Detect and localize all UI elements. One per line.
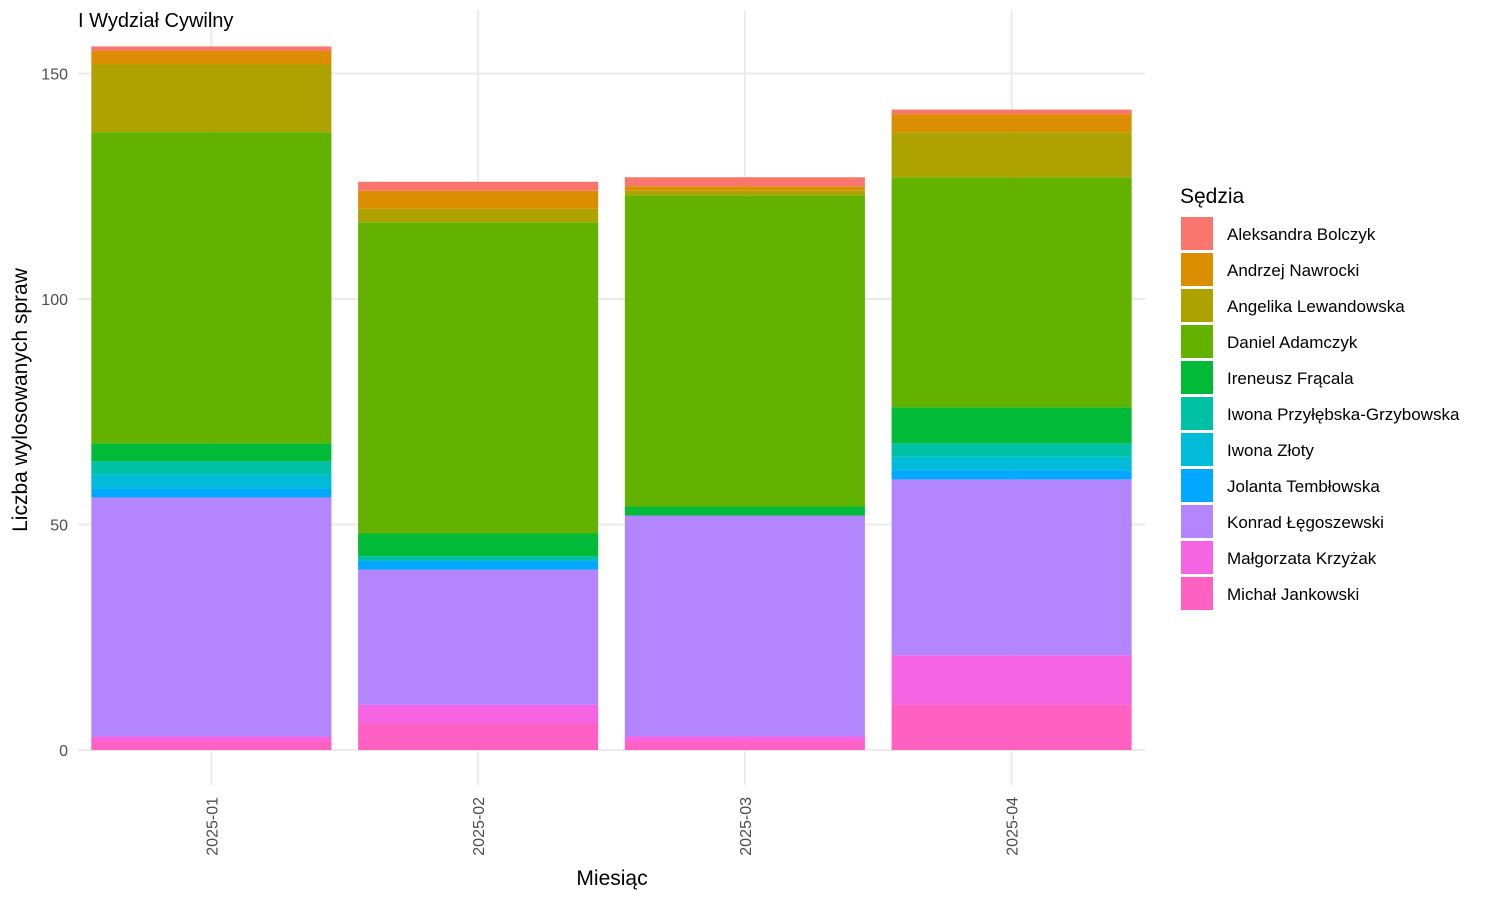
bar-segment [624,506,865,516]
bar-segment [91,740,332,750]
bar-segment [91,474,332,489]
legend-swatch [1181,541,1213,574]
x-tick-label: 2025-03 [738,797,755,856]
bar-segment [91,50,332,65]
legend-swatch [1181,217,1213,250]
bar-segment [358,722,599,750]
bar-segment [91,461,332,475]
bar-segment [891,470,1132,480]
legend-label: Aleksandra Bolczyk [1227,225,1376,244]
legend-swatch [1181,577,1213,610]
bar-segment [891,655,1132,705]
bar-segment [624,195,865,507]
bar-segment [891,177,1132,408]
legend-swatch [1181,253,1213,286]
bar-segment [624,515,865,737]
legend-label: Daniel Adamczyk [1227,333,1358,352]
legend-label: Michał Jankowski [1227,585,1359,604]
bars [91,46,1132,750]
x-axis-title: Miesiąc [576,867,647,890]
bar-segment [624,190,865,196]
bar-segment [358,190,599,209]
bar-segment [91,736,332,741]
legend-label: Andrzej Nawrocki [1227,261,1359,280]
bar-segment [624,736,865,741]
legend-label: Iwona Przyłębska-Grzybowska [1227,405,1460,424]
y-tick-label: 0 [59,743,68,760]
bar-segment [891,443,1132,457]
bar-segment [891,407,1132,444]
legend-swatch [1181,433,1213,466]
bar-segment [358,533,599,557]
x-tick-label: 2025-02 [471,797,488,856]
bar-segment [358,208,599,223]
legend-swatch [1181,505,1213,538]
bar-segment [891,456,1132,471]
legend-label: Angelika Lewandowska [1227,297,1405,316]
bar-segment [358,556,599,561]
legend-title: Sędzia [1180,185,1245,208]
bar-segment [358,560,599,570]
bar-segment [624,740,865,750]
bar-segment [91,132,332,444]
legend: Sędzia Aleksandra Bolczyk Andrzej Nawrock… [1180,185,1460,610]
bar-segment [891,109,1132,115]
bar-segment [91,443,332,462]
legend-swatch [1181,361,1213,394]
bar-segment [891,704,1132,750]
x-tick-label: 2025-01 [204,797,221,856]
bar-segment [91,64,332,133]
bar-segment [358,569,599,705]
chart-title: I Wydział Cywilny [78,10,233,32]
y-tick-label: 150 [41,67,68,84]
legend-swatch [1181,325,1213,358]
x-axis-ticks: 2025-01 2025-02 2025-03 2025-04 [204,797,1021,856]
y-tick-label: 100 [41,292,68,309]
y-axis-title: Liczba wylosowanych spraw [9,267,32,532]
bar-segment [891,114,1132,133]
x-tick-label: 2025-04 [1005,797,1022,856]
legend-label: Ireneusz Frącala [1227,369,1354,388]
bar-segment [91,488,332,498]
bar-segment [891,479,1132,656]
y-tick-label: 50 [50,518,68,535]
legend-label: Konrad Łęgoszewski [1227,513,1384,532]
bar-segment [624,177,865,187]
y-axis-ticks: 0 50 100 150 [41,67,68,761]
bar-segment [358,704,599,723]
bar-segment [358,181,599,191]
legend-label: Iwona Złoty [1227,441,1314,460]
legend-swatch [1181,397,1213,430]
bar-segment [91,46,332,51]
bar-segment [91,497,332,737]
bar-segment [624,186,865,191]
legend-swatch [1181,289,1213,322]
bar-segment [358,222,599,534]
legend-label: Małgorzata Krzyżak [1227,549,1377,568]
legend-label: Jolanta Tembłowska [1227,477,1380,496]
legend-swatch [1181,469,1213,502]
bar-segment [891,132,1132,178]
